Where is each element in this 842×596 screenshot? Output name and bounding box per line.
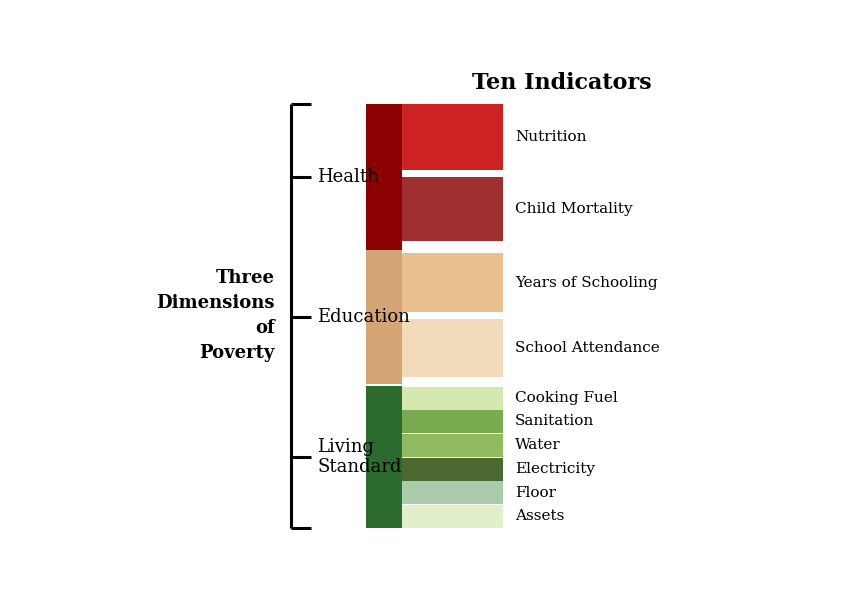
- Text: Health: Health: [317, 168, 379, 186]
- Text: Nutrition: Nutrition: [515, 130, 587, 144]
- Bar: [402, 410, 504, 433]
- Text: Water: Water: [515, 438, 561, 452]
- Bar: [402, 434, 504, 457]
- Bar: [366, 386, 402, 528]
- Text: Ten Indicators: Ten Indicators: [472, 72, 652, 94]
- Text: Child Mortality: Child Mortality: [515, 202, 632, 216]
- Text: Three
Dimensions
of
Poverty: Three Dimensions of Poverty: [157, 269, 274, 362]
- Bar: [402, 482, 504, 504]
- Text: Living
Standard: Living Standard: [317, 437, 402, 476]
- Text: Electricity: Electricity: [515, 462, 595, 476]
- Text: School Attendance: School Attendance: [515, 341, 660, 355]
- Bar: [366, 104, 402, 250]
- Text: Cooking Fuel: Cooking Fuel: [515, 391, 618, 405]
- Bar: [402, 387, 504, 409]
- Bar: [402, 253, 504, 312]
- Bar: [366, 250, 402, 384]
- Bar: [402, 177, 504, 241]
- Text: Assets: Assets: [515, 510, 564, 523]
- Text: Education: Education: [317, 308, 410, 326]
- Bar: [402, 104, 504, 170]
- Text: Sanitation: Sanitation: [515, 414, 594, 429]
- Text: Floor: Floor: [515, 486, 556, 499]
- Text: Years of Schooling: Years of Schooling: [515, 275, 658, 290]
- Bar: [402, 319, 504, 377]
- Bar: [402, 505, 504, 528]
- Bar: [402, 458, 504, 481]
